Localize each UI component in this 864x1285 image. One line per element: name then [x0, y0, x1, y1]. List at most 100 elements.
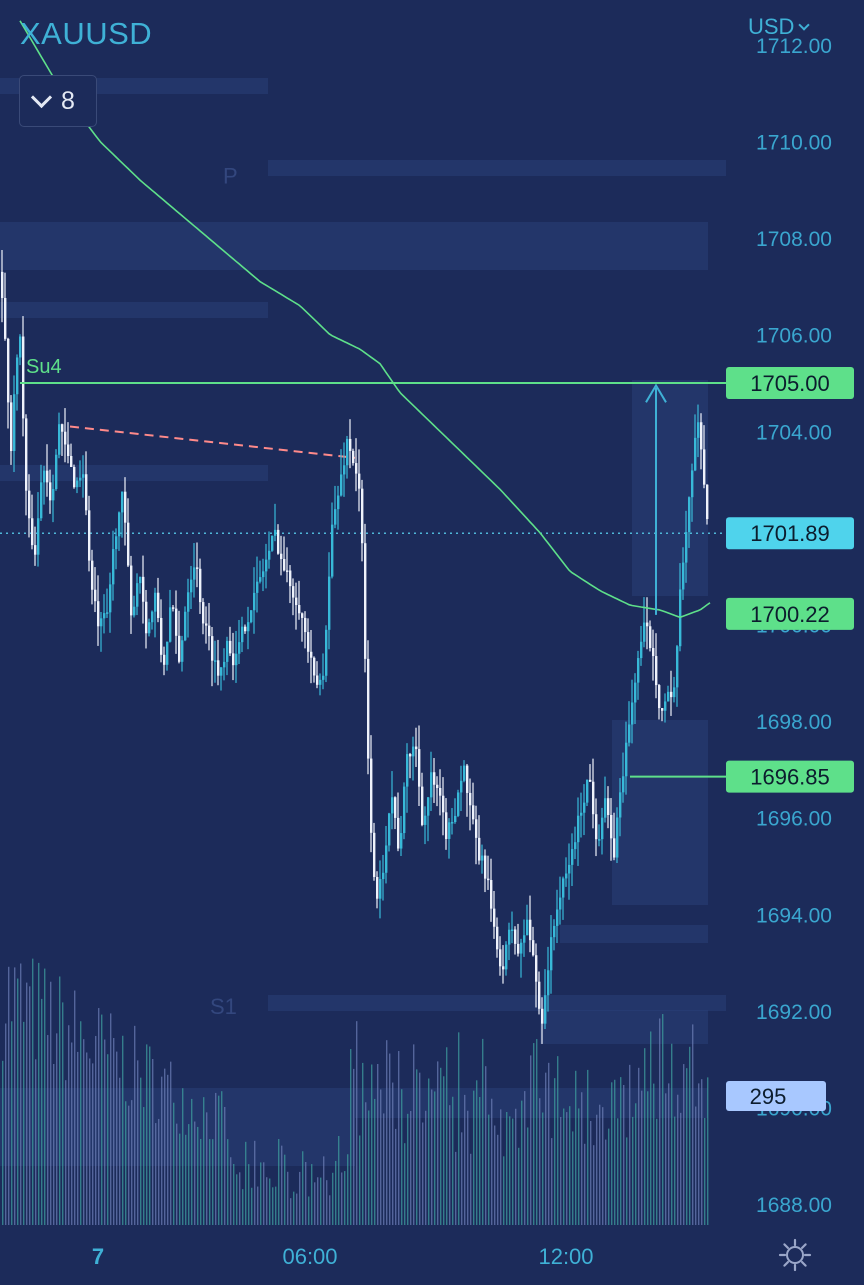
volume-bar	[530, 1055, 532, 1225]
volume-bar	[218, 1095, 220, 1225]
candle-body	[304, 617, 307, 633]
volume-bar	[281, 1145, 283, 1225]
candle-body	[301, 613, 304, 618]
zone-band	[612, 720, 708, 905]
volume-bar	[104, 1039, 106, 1225]
volume-bar	[56, 1033, 58, 1225]
volume-bar	[533, 1043, 535, 1225]
volume-bar	[635, 1103, 637, 1225]
candle-body	[673, 687, 676, 698]
volume-bar	[164, 1068, 166, 1225]
candle-body	[157, 592, 160, 618]
volume-bar	[617, 1118, 619, 1225]
volume-bar	[413, 1044, 415, 1225]
volume-bar	[17, 978, 19, 1225]
candle-body	[73, 466, 76, 488]
candle-body	[685, 532, 688, 563]
volume-bar	[506, 1111, 508, 1225]
candle-body	[160, 617, 163, 655]
volume-bar	[455, 1151, 457, 1225]
chevron-down-icon	[798, 19, 811, 31]
volume-bar	[23, 1021, 25, 1225]
volume-bar	[566, 1112, 568, 1225]
volume-bar	[536, 1039, 538, 1225]
candle-body	[433, 772, 436, 785]
volume-bar	[65, 1080, 67, 1225]
zone-band	[355, 1088, 708, 1118]
candle-body	[403, 786, 406, 834]
volume-bar	[41, 998, 43, 1225]
candle-body	[103, 613, 106, 619]
currency-selector[interactable]: USD	[748, 14, 811, 40]
candle-body	[412, 746, 415, 757]
candle-body	[133, 606, 136, 616]
volume-bar	[383, 1113, 385, 1225]
volume-bar	[557, 1056, 559, 1225]
volume-bar	[494, 1125, 496, 1225]
candle-body	[271, 535, 274, 551]
candle-body	[520, 942, 523, 954]
candle-body	[622, 776, 625, 793]
candle-body	[85, 474, 88, 511]
candle-body	[640, 641, 643, 659]
symbol-title[interactable]: XAUUSD	[20, 16, 153, 51]
candle-body	[400, 833, 403, 849]
volume-bar	[215, 1092, 217, 1225]
volume-bar	[20, 963, 22, 1225]
volume-bar	[437, 1061, 439, 1225]
candle-body	[13, 394, 16, 452]
candle-body	[439, 787, 442, 796]
candle-body	[517, 943, 520, 954]
candle-body	[19, 336, 22, 358]
candle-body	[142, 576, 145, 602]
volume-bar	[395, 1128, 397, 1225]
candle-body	[40, 482, 43, 519]
volume-bar	[371, 1064, 373, 1225]
volume-bar	[29, 986, 31, 1225]
candle-body	[361, 488, 364, 544]
candle-body	[538, 981, 541, 1009]
candle-body	[571, 849, 574, 865]
indicator-count-button[interactable]: 8	[19, 75, 97, 127]
volume-bar	[74, 990, 76, 1225]
candle-body	[649, 626, 652, 649]
volume-bar	[179, 1133, 181, 1225]
candle-body	[262, 571, 265, 578]
volume-bar	[647, 1091, 649, 1225]
candle-body	[136, 583, 139, 607]
candle-body	[481, 855, 484, 861]
volume-bar	[500, 1109, 502, 1225]
candle-body	[70, 455, 73, 467]
volume-bar	[341, 1172, 343, 1225]
candle-body	[511, 929, 514, 932]
volume-bar	[212, 1139, 214, 1225]
y-tick-label: 1710.00	[756, 132, 832, 155]
candle-body	[127, 522, 130, 566]
candle-body	[373, 832, 376, 877]
candle-body	[604, 798, 607, 818]
candle-body	[289, 570, 292, 587]
candle-body	[418, 749, 421, 787]
volume-bar	[191, 1098, 193, 1225]
candle-body	[595, 814, 598, 840]
candle-body	[154, 592, 157, 612]
volume-bar	[2, 1060, 4, 1225]
volume-bar	[545, 1072, 547, 1225]
volume-bar	[53, 1063, 55, 1225]
settings-gear-icon[interactable]	[778, 1238, 812, 1272]
volume-bar	[365, 1102, 367, 1225]
candle-body	[220, 667, 223, 676]
candle-body	[619, 792, 622, 818]
candle-body	[130, 565, 133, 616]
candle-body	[616, 817, 619, 858]
candle-body	[7, 338, 10, 403]
volume-bar	[107, 1054, 109, 1225]
volume-bar	[47, 1035, 49, 1225]
candle-body	[25, 418, 28, 491]
candle-body	[331, 524, 334, 577]
candle-body	[211, 636, 214, 661]
trendline	[69, 425, 356, 459]
moving-average-line	[19, 20, 711, 619]
candle-body	[313, 657, 316, 676]
